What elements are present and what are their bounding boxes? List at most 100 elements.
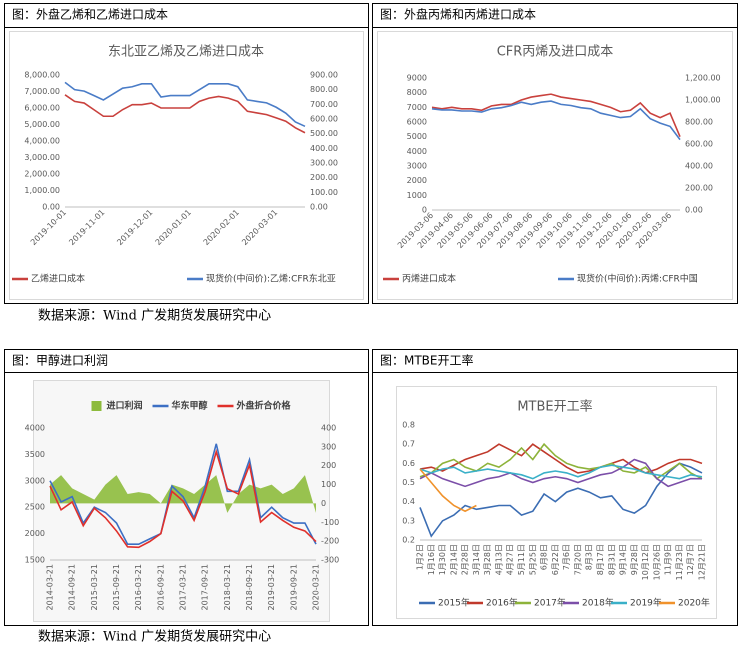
x-tick-label: 10月26日 (652, 544, 661, 580)
x-tick-label: 1月30日 (438, 544, 447, 575)
y-tick-label: 600.00 (310, 115, 338, 124)
series-line (431, 100, 681, 141)
y-tick-label: 200 (321, 461, 336, 470)
y-tick-label: 400 (321, 424, 336, 433)
chart-frame (377, 31, 733, 300)
y-tick-label: 5000 (407, 132, 427, 141)
y-tick-label: 2,000.00 (24, 170, 60, 179)
y-tick-label: 800.00 (685, 118, 713, 127)
x-tick-label: 5月25日 (528, 544, 537, 575)
y-tick-label: 8000 (407, 88, 427, 97)
y-tick-label: 5,000.00 (24, 120, 60, 129)
x-tick-label: 6月8日 (540, 544, 549, 570)
x-tick-label: 4月13日 (494, 544, 503, 575)
y-tick-label: 0.4 (402, 497, 415, 506)
chart-title: MTBE开工率 (517, 399, 592, 415)
series-line (419, 443, 703, 474)
y-tick-label: 0.00 (685, 206, 703, 215)
x-tick-label: 2020-03-01 (240, 208, 279, 247)
legend-label: 2018年 (582, 597, 614, 609)
y-tick-label: 4,000.00 (24, 137, 60, 146)
y-tick-label: 4000 (407, 147, 427, 156)
x-tick-label: 2017-09-21 (201, 564, 210, 611)
x-tick-label: 2019-11-01 (67, 208, 106, 247)
x-tick-label: 7月20日 (573, 544, 582, 575)
legend-label: 2016年 (486, 597, 518, 609)
y-tick-label: 200.00 (685, 184, 713, 193)
y-tick-label: 500.00 (310, 129, 338, 138)
x-tick-label: 2018-03-21 (223, 564, 232, 611)
legend-label: 2019年 (630, 597, 662, 609)
x-tick-label: 2019-12-01 (115, 208, 154, 247)
panel-frame (4, 349, 369, 626)
x-tick-label: 2019-10-01 (29, 208, 68, 247)
y-tick-label: 200.00 (310, 173, 338, 182)
x-tick-label: 2015-09-21 (112, 564, 121, 611)
caption: 图：MTBE开工率 (380, 353, 474, 368)
legend-label: 丙烯进口成本 (402, 273, 456, 285)
series-area (50, 475, 316, 513)
y-tick-label: -300 (321, 556, 339, 565)
x-tick-label: 11月23日 (675, 544, 684, 580)
y-tick-label: 100 (321, 480, 336, 489)
x-tick-label: 2015-03-21 (90, 564, 99, 611)
legend-swatch (91, 401, 102, 411)
x-tick-label: 8月3日 (585, 544, 594, 570)
y-tick-label: 2000 (25, 529, 45, 538)
legend-label: 进口利润 (107, 400, 143, 412)
y-tick-label: 1,000.00 (24, 186, 60, 195)
legend-label: 2015年 (438, 597, 470, 609)
series-line (49, 448, 317, 549)
y-tick-label: 0.00 (310, 203, 328, 212)
source-note: 数据来源：Wind 广发期货发展研究中心 (38, 308, 271, 324)
series-line (419, 468, 477, 513)
x-tick-label: 2016-09-21 (156, 564, 165, 611)
x-tick-label: 2018-09-21 (245, 564, 254, 611)
x-tick-label: 3月28日 (483, 544, 492, 575)
legend-label: 外盘折合价格 (236, 400, 292, 412)
panel-frame (372, 349, 738, 626)
x-tick-label: 12月7日 (686, 544, 695, 575)
y-tick-label: 300 (321, 442, 336, 451)
y-tick-label: 400.00 (685, 162, 713, 171)
x-tick-label: 12月21日 (698, 544, 707, 580)
legend-label: 现货价(中间价):丙烯:CFR中国 (577, 273, 698, 285)
chart-title: CFR丙烯及进口成本 (497, 45, 614, 60)
chart-frame (396, 386, 717, 619)
legend-label: 华东甲醇 (172, 400, 208, 412)
x-tick-label: 2014-09-21 (68, 564, 77, 611)
x-tick-label: 6月22日 (551, 544, 560, 575)
y-tick-label: -100 (321, 518, 339, 527)
y-tick-label: 1000 (407, 191, 427, 200)
y-tick-label: 0.6 (402, 459, 415, 468)
panel-frame (372, 3, 738, 304)
y-tick-label: 300.00 (310, 159, 338, 168)
x-tick-label: 2019-03-21 (267, 564, 276, 611)
x-tick-label: 4月27日 (506, 544, 515, 575)
y-tick-label: 3,000.00 (24, 153, 60, 162)
y-tick-label: 1,200.00 (685, 74, 721, 83)
x-tick-label: 2020-02-01 (202, 208, 241, 247)
series-line (64, 81, 306, 128)
y-tick-label: 6000 (407, 118, 427, 127)
y-tick-label: 100.00 (310, 188, 338, 197)
y-tick-label: 0.5 (402, 478, 415, 487)
x-tick-label: 5月11日 (517, 544, 526, 575)
x-tick-label: 7月6日 (562, 544, 571, 570)
y-tick-label: 2000 (407, 176, 427, 185)
legend-label: 2020年 (678, 597, 710, 609)
x-tick-label: 9月28日 (630, 544, 639, 575)
x-tick-label: 8月31日 (607, 544, 616, 575)
y-tick-label: 0.7 (402, 440, 415, 449)
x-tick-label: 9月14日 (619, 544, 628, 575)
caption: 图：外盘丙烯和丙烯进口成本 (380, 7, 536, 22)
x-tick-label: 8月17日 (596, 544, 605, 575)
y-tick-label: 7000 (407, 103, 427, 112)
panel-frame (4, 3, 369, 304)
y-tick-label: 0 (422, 206, 427, 215)
series-line (431, 93, 681, 137)
chart-title: 东北亚乙烯及乙烯进口成本 (108, 45, 264, 60)
y-tick-label: 3000 (25, 476, 45, 485)
y-tick-label: 4000 (25, 424, 45, 433)
